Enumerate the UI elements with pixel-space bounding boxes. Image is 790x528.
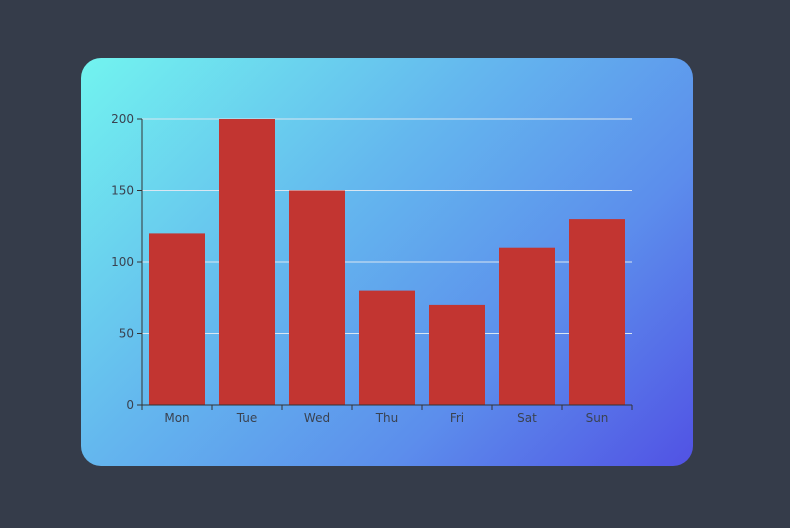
- x-tick-label: Sat: [517, 411, 537, 425]
- x-tick-label: Wed: [304, 411, 330, 425]
- x-tick-label: Tue: [236, 411, 258, 425]
- y-tick-label: 50: [119, 327, 134, 341]
- bar-sat: [499, 247, 555, 405]
- labels-layer: 0 50 100 150 200 Mon Tue Wed Thu Fri Sat Sun: [111, 112, 608, 425]
- y-tick-label: 0: [126, 398, 134, 412]
- y-tick-label: 100: [111, 255, 134, 269]
- x-tick-label: Thu: [375, 411, 399, 425]
- x-tick-label: Sun: [586, 411, 609, 425]
- bar-chart: 0 50 100 150 200 Mon Tue Wed Thu Fri Sat Sun: [111, 112, 633, 425]
- bar-mon: [149, 233, 205, 405]
- chart-card: 0 50 100 150 200 Mon Tue Wed Thu Fri Sat Sun: [81, 58, 693, 466]
- bar-wed: [289, 190, 345, 405]
- bar-fri: [429, 304, 485, 405]
- bar-tue: [219, 119, 275, 405]
- x-tick-label: Fri: [450, 411, 464, 425]
- x-tick-label: Mon: [164, 411, 189, 425]
- bar-sun: [569, 219, 625, 405]
- y-tick-label: 150: [111, 184, 134, 198]
- bars-layer: [149, 119, 625, 405]
- y-tick-label: 200: [111, 112, 134, 126]
- bar-thu: [359, 290, 415, 405]
- axis-layer: [137, 118, 633, 410]
